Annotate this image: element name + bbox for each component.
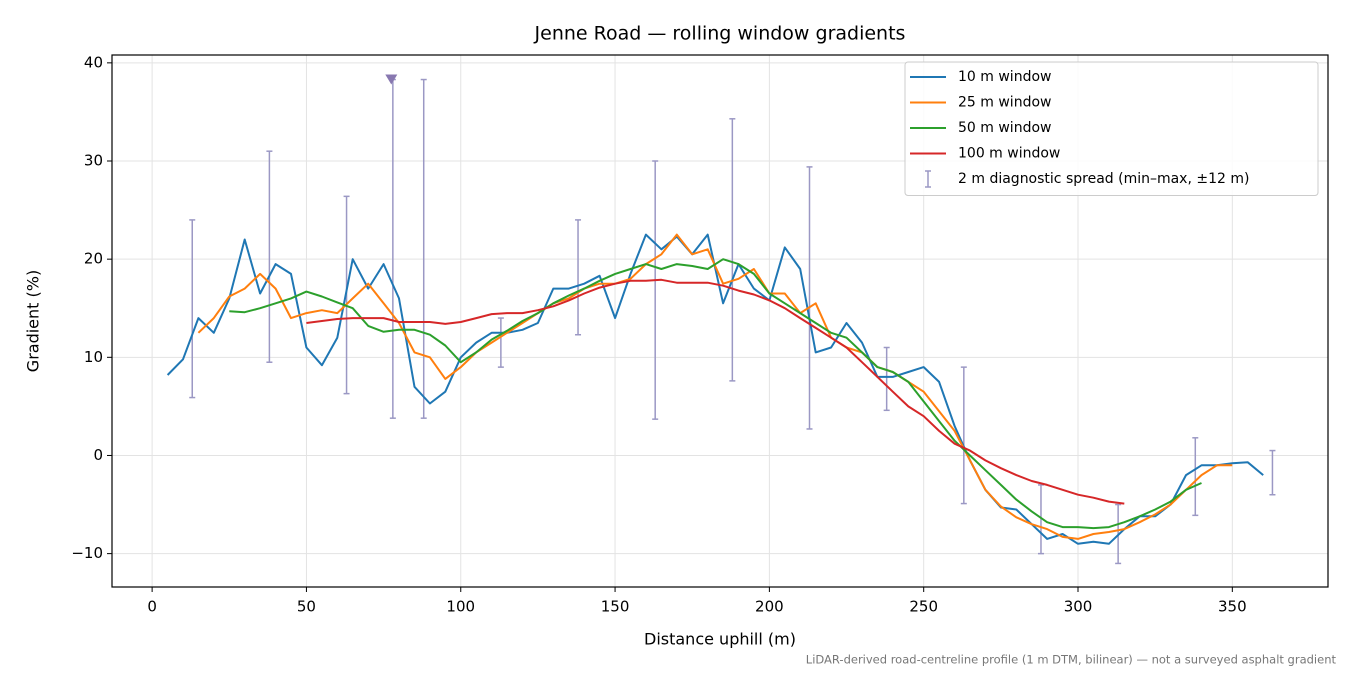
series-line — [166, 233, 1264, 545]
error-bar — [652, 160, 659, 420]
x-tick-label: 100 — [446, 598, 475, 616]
x-tick-label: 50 — [297, 598, 316, 616]
error-bar — [1269, 449, 1276, 496]
error-bar — [575, 219, 582, 336]
y-tick-label: 30 — [84, 152, 103, 170]
plot-frame — [111, 54, 1329, 588]
y-tick-label: 40 — [84, 53, 103, 71]
error-bar — [266, 150, 273, 363]
x-tick-label: 300 — [1064, 598, 1093, 616]
x-tick-label: 0 — [147, 598, 157, 616]
legend-label: 50 m window — [958, 120, 1051, 136]
y-tick-label: 0 — [93, 446, 103, 464]
legend-label: 100 m window — [958, 146, 1060, 162]
y-tick-label: −10 — [71, 544, 103, 562]
error-bar — [420, 78, 427, 419]
max-marker — [385, 74, 398, 85]
chart-title: Jenne Road — rolling window gradients — [534, 23, 906, 45]
y-tick-label: 20 — [84, 250, 103, 268]
error-bar — [806, 166, 813, 430]
series-line — [229, 258, 1202, 530]
series-line — [197, 233, 1233, 540]
legend-label: 2 m diagnostic spread (min–max, ±12 m) — [958, 171, 1249, 187]
error-bar — [960, 366, 967, 505]
error-bar — [883, 346, 890, 412]
x-tick-label: 250 — [909, 598, 938, 616]
y-axis-label: Gradient (%) — [24, 270, 43, 372]
x-tick-label: 150 — [601, 598, 630, 616]
y-tick-label: 10 — [84, 348, 103, 366]
x-tick-label: 350 — [1218, 598, 1247, 616]
error-bar — [1037, 484, 1044, 555]
error-bar — [389, 78, 396, 419]
error-bar — [1192, 437, 1199, 517]
legend-label: 25 m window — [958, 95, 1051, 111]
error-bar — [189, 219, 196, 399]
footnote: LiDAR-derived road-centreline profile (1… — [806, 653, 1337, 667]
x-tick-label: 200 — [755, 598, 784, 616]
legend-label: 10 m window — [958, 69, 1051, 85]
error-bar — [497, 317, 504, 368]
error-bar — [729, 118, 736, 382]
series-line — [306, 278, 1125, 505]
x-axis-label: Distance uphill (m) — [644, 630, 796, 649]
legend-box — [904, 61, 1319, 196]
